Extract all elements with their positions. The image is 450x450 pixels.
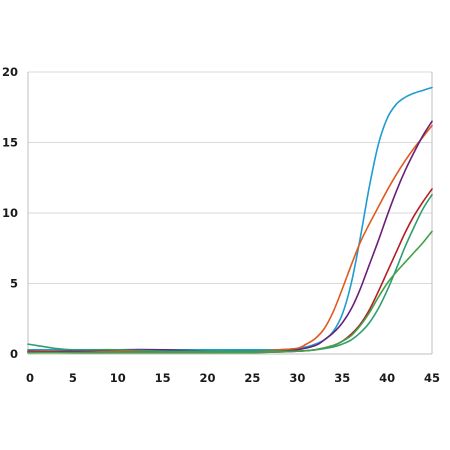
x-tick-label: 0: [26, 371, 34, 385]
x-tick-label: 20: [200, 371, 216, 385]
x-tick-label: 30: [289, 371, 305, 385]
x-tick-label: 15: [155, 371, 171, 385]
x-tick-label: 5: [69, 371, 77, 385]
axes: [27, 72, 433, 355]
y-axis-tick-labels: 0 5 10 15 20: [2, 65, 18, 361]
x-tick-label: 10: [110, 371, 126, 385]
y-tick-label: 0: [10, 347, 18, 361]
y-tick-label: 15: [2, 136, 18, 150]
x-axis-tick-labels: 0 5 10 15 20 25 30 35 40 45: [26, 371, 440, 385]
series-line-1: [27, 86, 433, 351]
series-line-3: [27, 120, 433, 354]
data-series: [27, 86, 433, 354]
series-line-6: [27, 230, 433, 354]
series-line-4: [27, 188, 433, 354]
y-tick-label: 5: [10, 277, 18, 291]
y-tick-label: 20: [2, 65, 18, 79]
y-tick-label: 10: [2, 206, 18, 220]
series-line-2: [27, 124, 433, 353]
series-line-5: [27, 193, 433, 353]
x-tick-label: 45: [424, 371, 440, 385]
x-tick-label: 35: [334, 371, 350, 385]
x-tick-label: 25: [244, 371, 260, 385]
x-tick-label: 40: [379, 371, 395, 385]
